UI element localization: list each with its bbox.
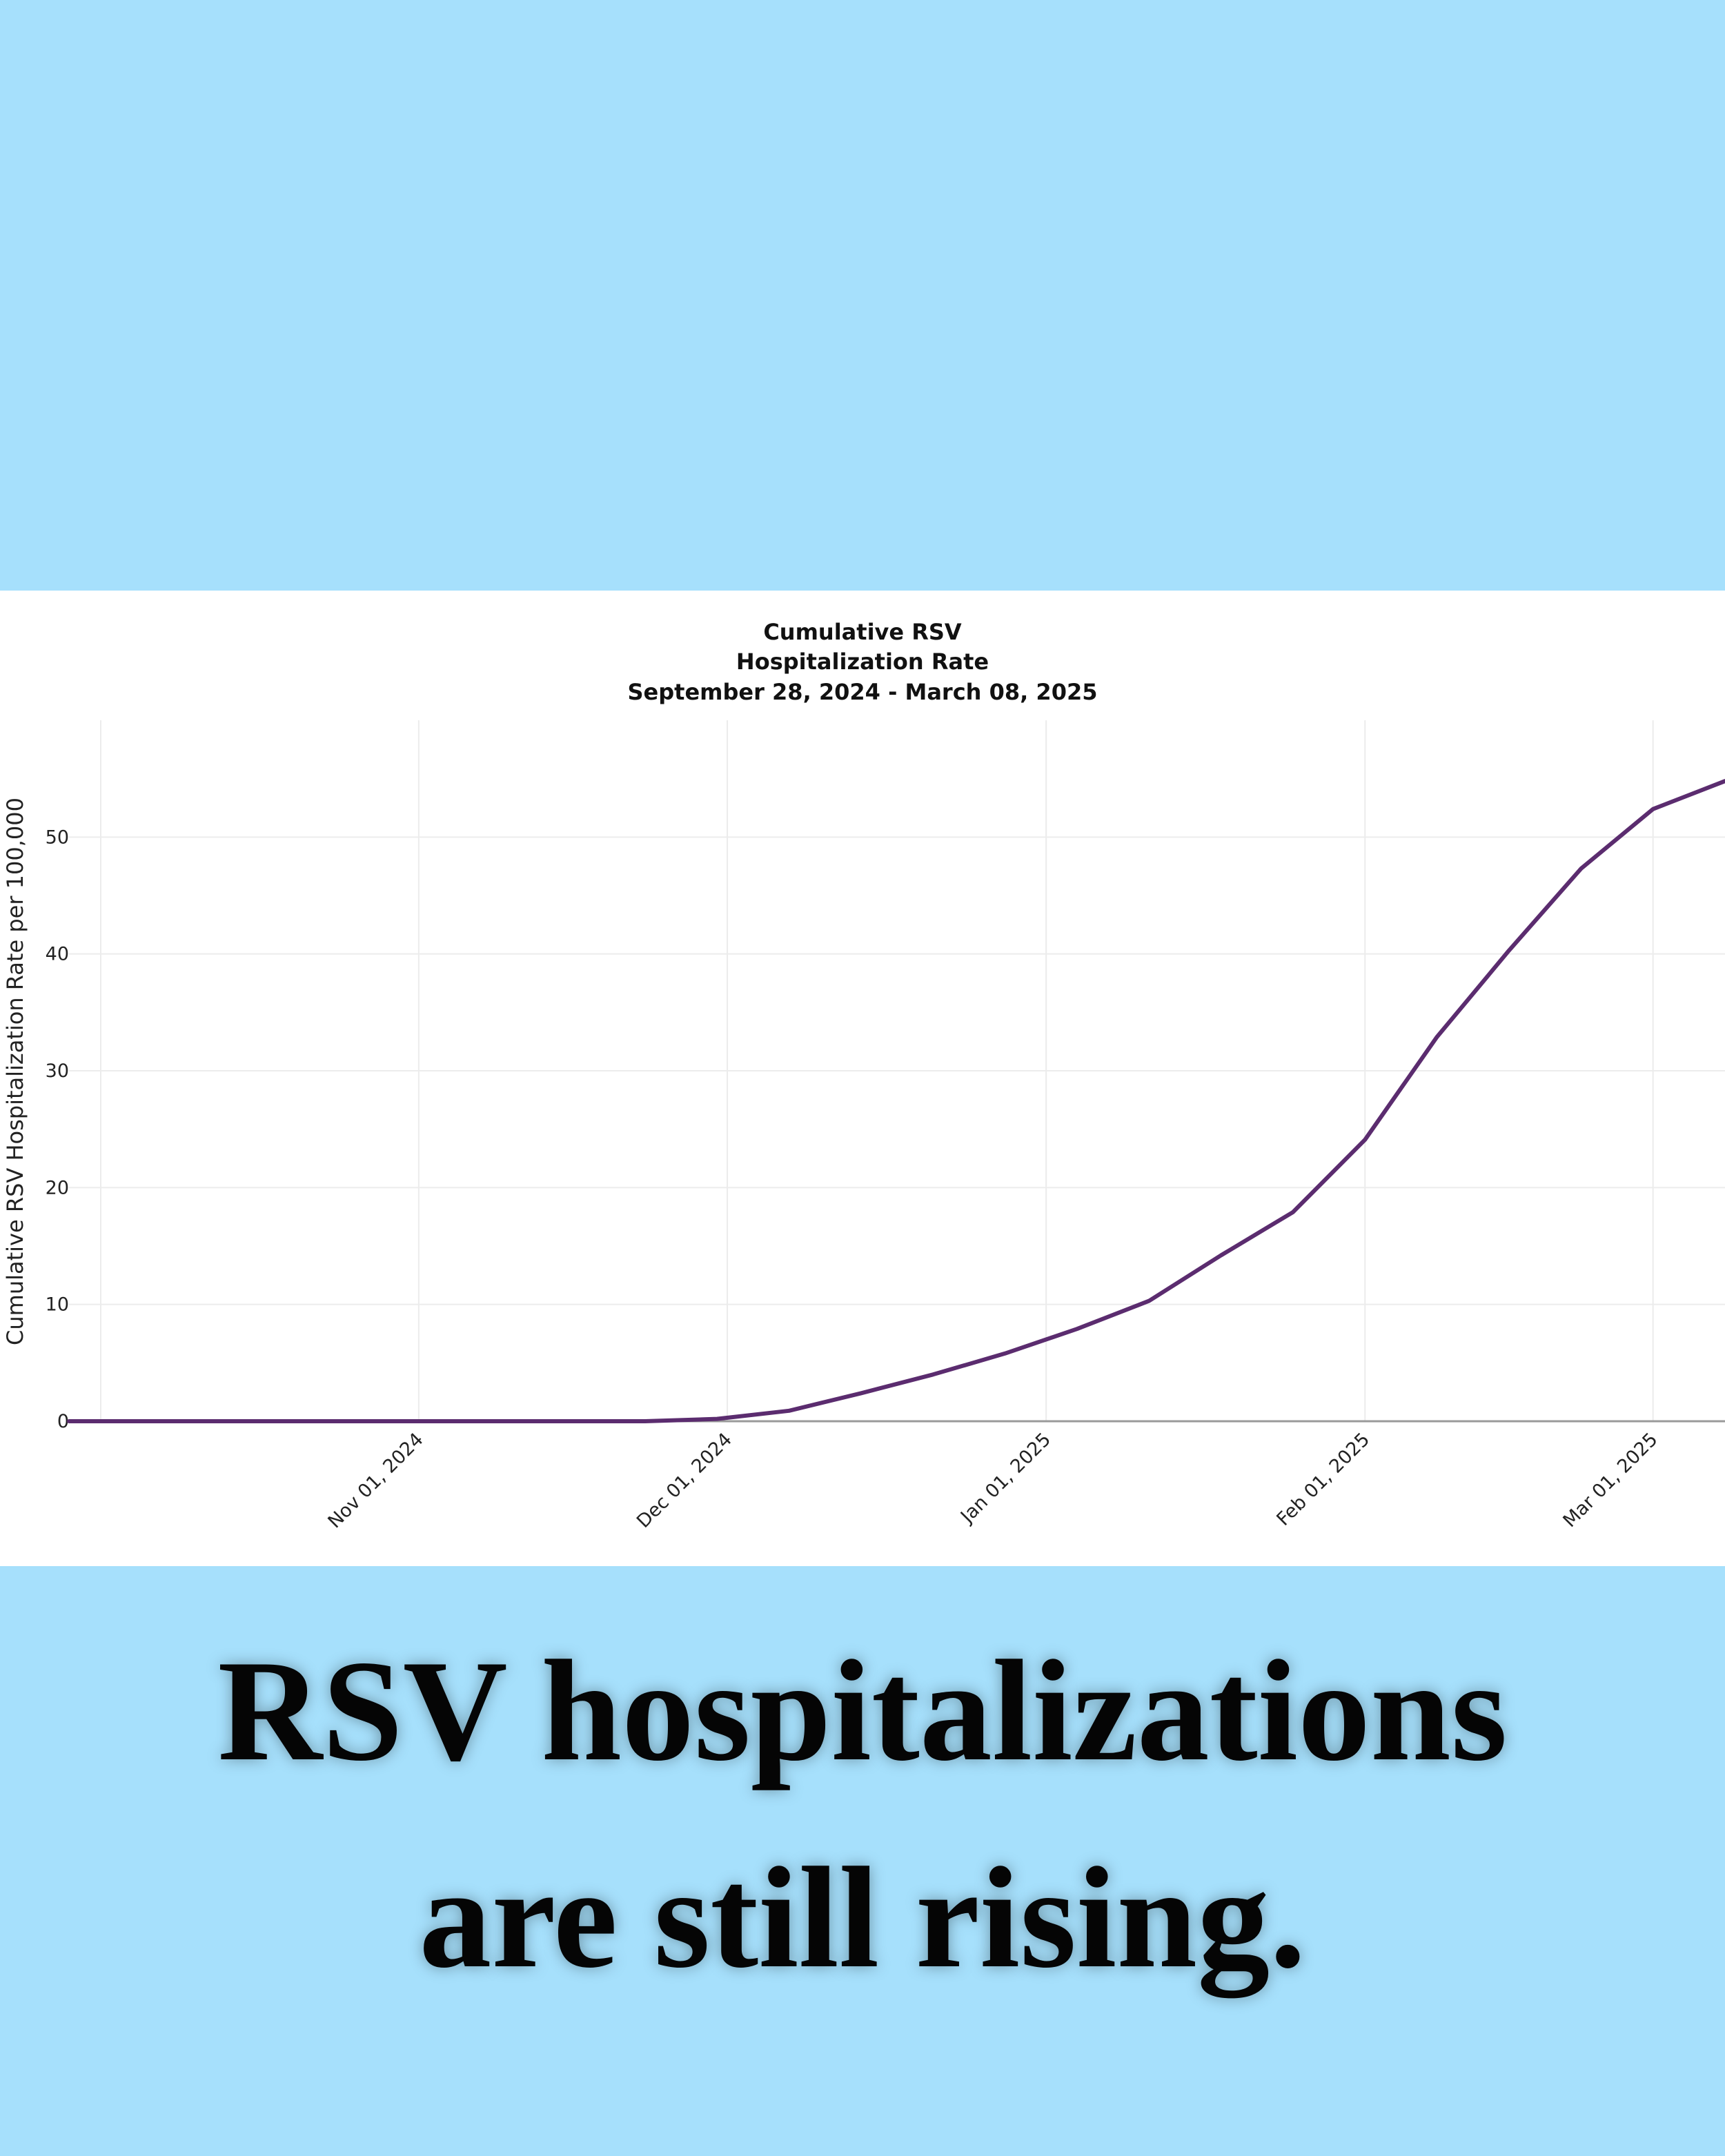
y-tick-label-5: 50	[46, 827, 69, 848]
y-tick-label-3: 30	[46, 1060, 69, 1082]
chart-title-line-2: Hospitalization Rate	[736, 649, 989, 675]
x-tick-label-1: Dec 01, 2024	[633, 1429, 736, 1532]
chart-title-line-1: Cumulative RSV	[763, 619, 962, 645]
y-axis-title: Cumulative RSV Hospitalization Rate per …	[2, 798, 28, 1345]
y-tick-label-1: 10	[46, 1294, 69, 1316]
series-layer	[67, 779, 1725, 1423]
y-tick-label-2: 20	[46, 1177, 69, 1198]
tick-labels: 0 10 20 30 40 50 Nov 01, 2024 Dec 01, 2024 Jan 0…	[46, 827, 1662, 1532]
x-tick-label-4: Mar 01, 2025	[1559, 1429, 1662, 1532]
grid-lines	[69, 720, 1725, 1421]
caption-headline: RSV hospitalizations are still rising.	[0, 1608, 1725, 2021]
series-line-0	[67, 779, 1725, 1423]
x-tick-label-0: Nov 01, 2024	[324, 1429, 428, 1532]
chart-title: Cumulative RSV Hospitalization Rate Sept…	[628, 619, 1098, 705]
rsv-line-chart: Cumulative RSV Hospitalization Rate Sept…	[2, 619, 1725, 1532]
y-tick-label-0: 0	[57, 1411, 69, 1432]
y-tick-label-4: 40	[46, 944, 69, 965]
caption-line-1: RSV hospitalizations	[217, 1631, 1508, 1791]
x-tick-label-2: Jan 01, 2025	[956, 1429, 1055, 1528]
chart-title-line-3: September 28, 2024 - March 08, 2025	[628, 679, 1098, 705]
x-tick-label-3: Feb 01, 2025	[1272, 1429, 1374, 1530]
caption-line-2: are still rising.	[419, 1838, 1306, 1998]
chart-panel: Cumulative RSV Hospitalization Rate Sept…	[0, 591, 1725, 1566]
